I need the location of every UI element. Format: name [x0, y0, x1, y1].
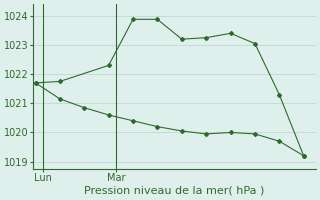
X-axis label: Pression niveau de la mer( hPa ): Pression niveau de la mer( hPa ) [84, 186, 265, 196]
